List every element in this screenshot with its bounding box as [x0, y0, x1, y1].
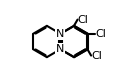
Text: Cl: Cl	[78, 15, 89, 25]
Text: N: N	[56, 44, 65, 54]
Text: N: N	[56, 29, 65, 39]
Text: N: N	[56, 29, 65, 39]
Text: Cl: Cl	[91, 51, 102, 61]
Text: Cl: Cl	[95, 29, 106, 39]
